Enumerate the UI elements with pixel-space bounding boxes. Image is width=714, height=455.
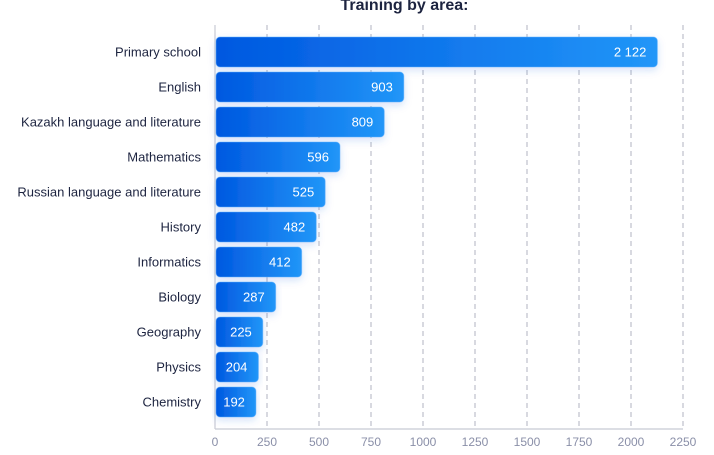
x-tick-label: 2000: [618, 435, 645, 449]
bar: [215, 351, 259, 383]
bar-value-label: 204: [226, 360, 248, 375]
y-category-label: Primary school: [115, 45, 201, 60]
y-category-label: Mathematics: [127, 150, 201, 165]
y-category-label: English: [158, 80, 201, 95]
x-tick-label: 1250: [462, 435, 489, 449]
bar: [215, 176, 326, 208]
x-tick-label: 1000: [410, 435, 437, 449]
y-category-label: Kazakh language and literature: [21, 115, 201, 130]
bar: [215, 36, 658, 68]
y-category-label: History: [161, 220, 202, 235]
bar: [215, 141, 341, 173]
bar: [215, 316, 264, 348]
bar-value-label: 225: [230, 325, 252, 340]
bar-value-label: 2 122: [614, 45, 647, 60]
bar-value-label: 482: [284, 220, 306, 235]
y-category-label: Chemistry: [142, 395, 201, 410]
bar-value-label: 903: [371, 80, 393, 95]
bar: [215, 106, 385, 138]
bar-value-label: 192: [223, 395, 245, 410]
x-tick-label: 750: [361, 435, 381, 449]
x-tick-label: 0: [212, 435, 219, 449]
x-tick-label: 1500: [514, 435, 541, 449]
y-category-label: Physics: [156, 360, 201, 375]
bar-value-label: 412: [269, 255, 291, 270]
bar: [215, 281, 277, 313]
y-category-label: Russian language and literature: [17, 185, 201, 200]
chart-title: Training by area:: [340, 0, 469, 14]
bar: [215, 211, 317, 243]
x-tick-label: 500: [309, 435, 329, 449]
x-tick-label: 250: [257, 435, 277, 449]
x-tick-label: 1750: [566, 435, 593, 449]
bar-value-label: 596: [307, 150, 329, 165]
x-tick-label: 2250: [670, 435, 697, 449]
bar: [215, 246, 303, 278]
bar-value-label: 287: [243, 290, 265, 305]
bar-value-label: 525: [292, 185, 314, 200]
y-category-label: Geography: [137, 325, 202, 340]
bar: [215, 71, 405, 103]
y-category-label: Biology: [158, 290, 201, 305]
y-category-label: Informatics: [137, 255, 201, 270]
bar-value-label: 809: [352, 115, 374, 130]
bar: [215, 386, 257, 418]
